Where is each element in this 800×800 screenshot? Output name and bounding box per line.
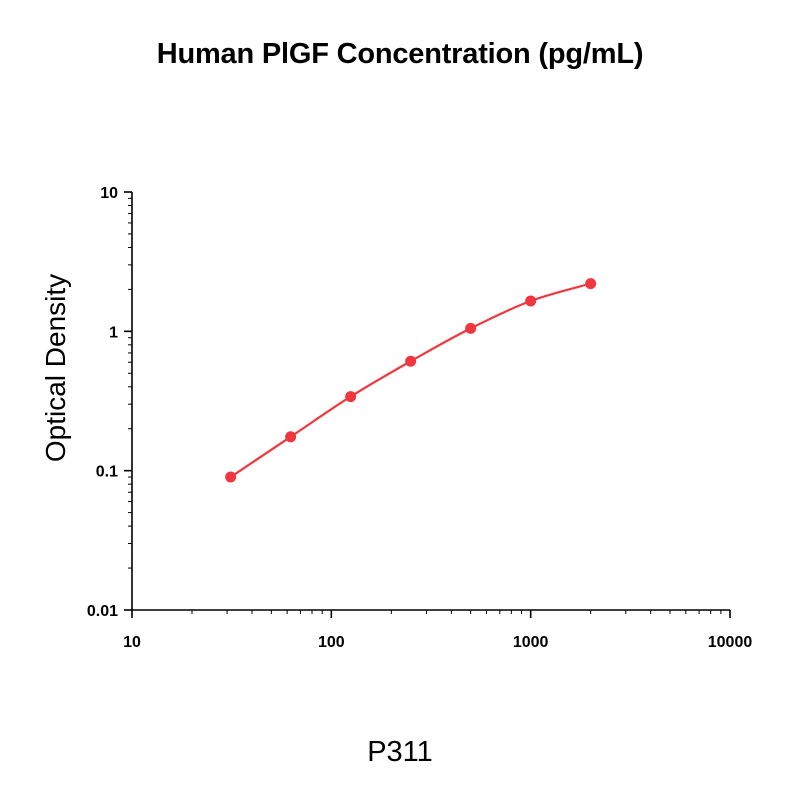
data-point	[525, 295, 537, 307]
series-line	[230, 282, 591, 478]
data-point	[465, 322, 477, 334]
x-tick-label: 10000	[708, 634, 753, 651]
data-point	[345, 391, 357, 403]
axes: 10 100 1000 10000 0.01 0.1 1 10	[87, 185, 752, 651]
y-tick-label: 1	[109, 324, 118, 341]
chart-title: Human PlGF Concentration (pg/mL)	[156, 38, 644, 70]
x-tick-label: 100	[318, 634, 345, 651]
x-tick-label: 10	[123, 634, 141, 651]
data-point	[225, 471, 237, 483]
data-point	[405, 355, 417, 367]
y-tick-label: 0.1	[96, 464, 118, 481]
series-layer	[225, 278, 597, 483]
y-tick-label: 10	[100, 185, 118, 202]
x-tick-label: 1000	[513, 634, 549, 651]
data-point	[285, 431, 297, 443]
figure-caption: P311	[367, 736, 433, 768]
data-point	[585, 278, 597, 290]
y-tick-label: 0.01	[87, 603, 118, 620]
